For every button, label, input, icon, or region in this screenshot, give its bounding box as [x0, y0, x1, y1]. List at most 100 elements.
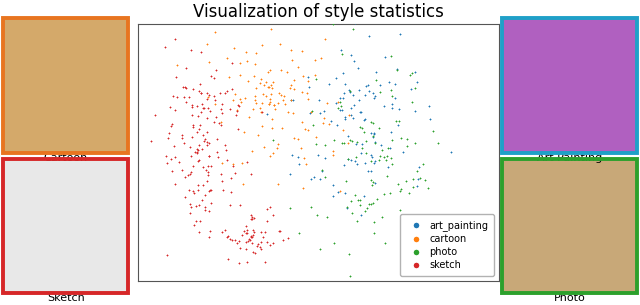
- Point: [350, 159, 360, 164]
- Point: [227, 86, 237, 91]
- Point: [273, 90, 284, 95]
- Point: [264, 242, 275, 247]
- Point: [303, 97, 313, 102]
- Point: [301, 161, 311, 166]
- Point: [246, 234, 256, 239]
- Point: [245, 238, 255, 242]
- Point: [264, 102, 274, 107]
- Point: [369, 131, 380, 135]
- Point: [387, 138, 397, 142]
- Point: [348, 116, 358, 120]
- Point: [238, 181, 248, 186]
- Point: [310, 76, 321, 81]
- Point: [244, 114, 254, 119]
- Point: [368, 200, 378, 205]
- Point: [284, 16, 294, 21]
- Point: [361, 83, 371, 88]
- Point: [286, 47, 296, 52]
- Point: [378, 214, 388, 219]
- Point: [393, 123, 403, 127]
- Point: [252, 133, 262, 138]
- Point: [170, 182, 180, 187]
- Point: [230, 237, 240, 242]
- Point: [307, 108, 317, 113]
- Point: [262, 239, 273, 244]
- Point: [356, 109, 366, 114]
- Point: [246, 235, 257, 240]
- Point: [356, 126, 367, 131]
- Point: [273, 141, 283, 146]
- Point: [161, 160, 172, 165]
- Point: [260, 230, 270, 235]
- Point: [360, 117, 370, 121]
- Point: [267, 116, 277, 121]
- Point: [331, 100, 341, 105]
- Point: [381, 153, 392, 158]
- Point: [296, 145, 307, 150]
- Point: [196, 90, 207, 95]
- Point: [286, 83, 296, 88]
- Point: [228, 97, 238, 102]
- Point: [248, 106, 258, 111]
- Point: [193, 202, 204, 207]
- Point: [204, 188, 214, 193]
- Point: [276, 125, 287, 130]
- Point: [237, 160, 247, 165]
- Point: [241, 50, 251, 55]
- Point: [264, 102, 275, 107]
- Point: [189, 190, 200, 195]
- Point: [191, 203, 202, 208]
- Point: [306, 110, 316, 115]
- Point: [243, 238, 253, 243]
- Point: [412, 184, 422, 189]
- Point: [257, 124, 267, 129]
- Point: [265, 204, 275, 209]
- Point: [186, 205, 196, 210]
- Point: [387, 161, 397, 166]
- Point: [227, 238, 237, 243]
- Point: [184, 172, 194, 177]
- Point: [247, 149, 257, 154]
- Point: [146, 139, 156, 144]
- Point: [402, 136, 412, 141]
- Point: [301, 91, 312, 96]
- Point: [170, 154, 180, 159]
- Point: [289, 87, 299, 92]
- Point: [390, 95, 400, 100]
- Point: [199, 106, 209, 110]
- Point: [369, 93, 380, 98]
- Point: [401, 179, 411, 184]
- Point: [195, 123, 205, 128]
- Point: [406, 86, 416, 91]
- Point: [177, 133, 187, 138]
- Point: [366, 159, 376, 164]
- Point: [255, 77, 266, 82]
- Point: [278, 98, 289, 102]
- Point: [221, 148, 232, 153]
- Point: [216, 106, 227, 111]
- Point: [303, 78, 313, 83]
- Point: [195, 82, 205, 87]
- Point: [393, 181, 403, 186]
- Point: [407, 100, 417, 105]
- Point: [196, 110, 206, 115]
- Point: [246, 240, 257, 245]
- Point: [315, 176, 325, 181]
- Point: [342, 206, 352, 210]
- Point: [308, 174, 319, 179]
- Point: [186, 48, 196, 52]
- Point: [250, 62, 260, 66]
- Point: [312, 212, 322, 217]
- Point: [200, 204, 210, 209]
- Point: [232, 241, 243, 246]
- Point: [311, 141, 321, 146]
- Point: [246, 172, 257, 177]
- Point: [374, 89, 385, 94]
- Point: [266, 85, 276, 90]
- Point: [193, 89, 204, 94]
- Point: [248, 74, 259, 79]
- Point: [177, 85, 188, 90]
- Point: [216, 120, 226, 124]
- Point: [204, 94, 214, 99]
- Point: [374, 153, 385, 158]
